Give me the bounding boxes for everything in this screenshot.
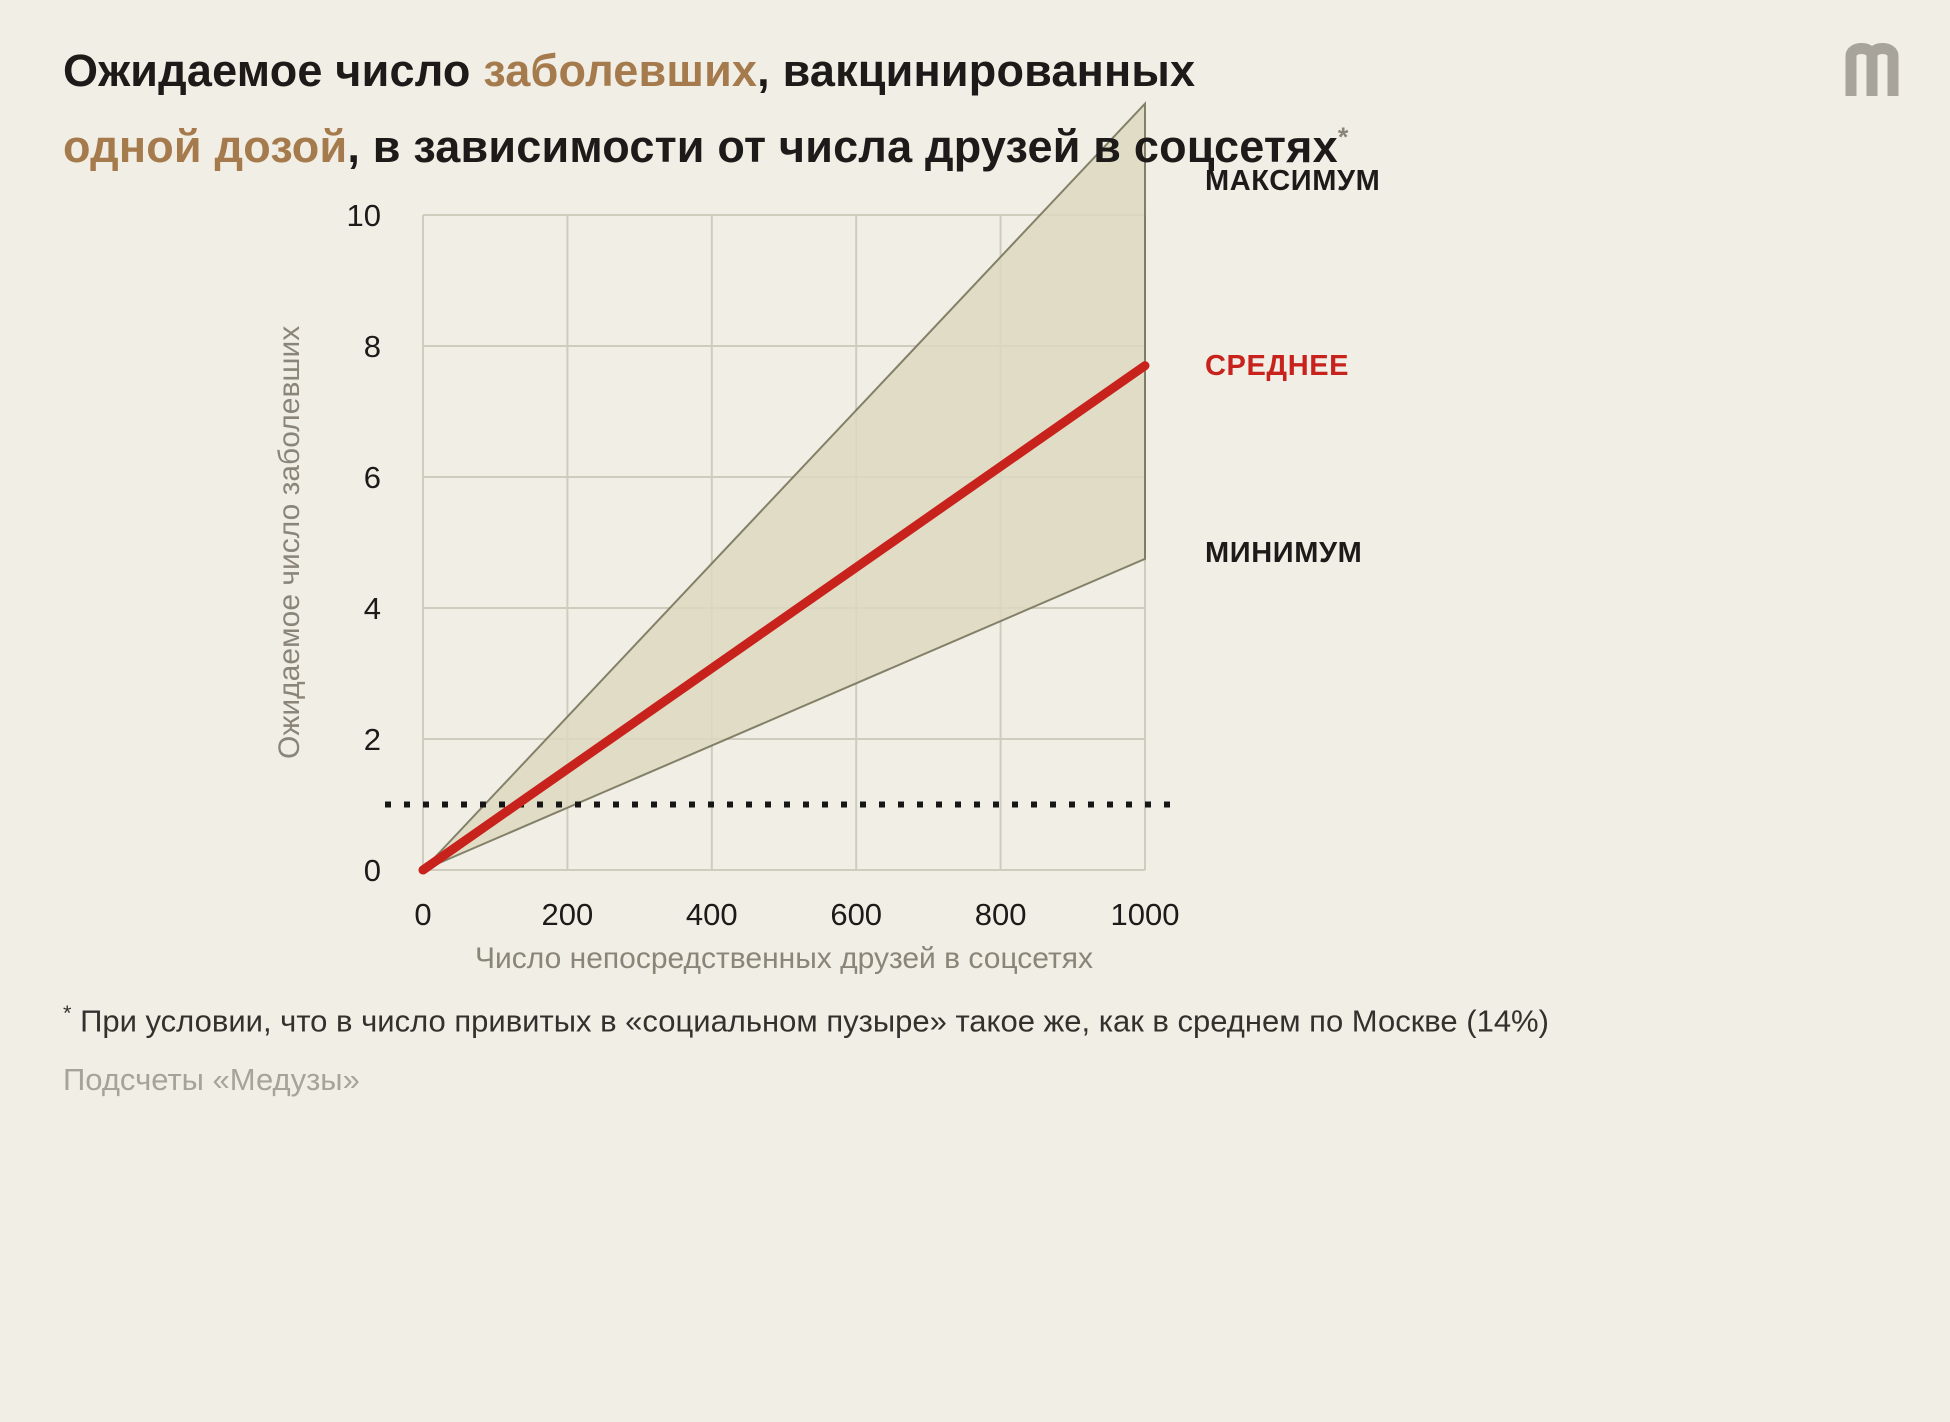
page-title: Ожидаемое число заболевших, вакцинирован…	[63, 38, 1349, 180]
title-text: , вакцинированных	[757, 45, 1196, 96]
x-tick-label: 600	[830, 897, 882, 932]
footnote-text: При условии, что в число привитых в «соц…	[71, 1003, 1549, 1039]
x-tick-label: 800	[975, 897, 1027, 932]
series-label-maximum: МАКСИМУМ	[1205, 165, 1381, 197]
x-axis-label: Число непосредственных друзей в соцсетях	[475, 942, 1093, 975]
y-tick-label: 4	[364, 591, 381, 626]
source-credit: Подсчеты «Медузы»	[63, 1062, 360, 1097]
footnote: * При условии, что в число привитых в «с…	[63, 1000, 1549, 1039]
x-tick-label: 1000	[1111, 897, 1180, 932]
title-text: , в зависимости от числа друзей в соцсет…	[347, 121, 1338, 172]
meduza-logo	[1841, 40, 1905, 98]
x-tick-label: 0	[414, 897, 431, 932]
average-line	[418, 361, 1150, 875]
title-accent-word-2: одной дозой	[63, 121, 348, 172]
series-label-average: СРЕДНЕЕ	[1205, 350, 1350, 382]
y-axis-label: Ожидаемое число заболевших	[273, 325, 306, 760]
x-tick-label: 400	[686, 897, 738, 932]
series-label-minimum: МИНИМУМ	[1205, 537, 1363, 569]
y-tick-label: 6	[364, 460, 381, 495]
y-tick-label: 8	[364, 329, 381, 364]
title-accent-word-1: заболевших	[483, 45, 758, 96]
min-max-band	[422, 101, 1146, 871]
x-tick-label: 200	[542, 897, 594, 932]
title-footnote-marker: *	[1337, 122, 1349, 152]
meduza-m-icon	[1845, 43, 1899, 96]
y-tick-label: 0	[364, 853, 381, 888]
footnote-marker: *	[63, 1000, 72, 1025]
y-tick-label: 2	[364, 722, 381, 757]
y-tick-label: 10	[347, 198, 381, 233]
axis-tick-labels: 0 2 4 6 8 10 0 200 400 600 800 1000	[347, 198, 1180, 932]
title-text: Ожидаемое число	[63, 45, 484, 96]
